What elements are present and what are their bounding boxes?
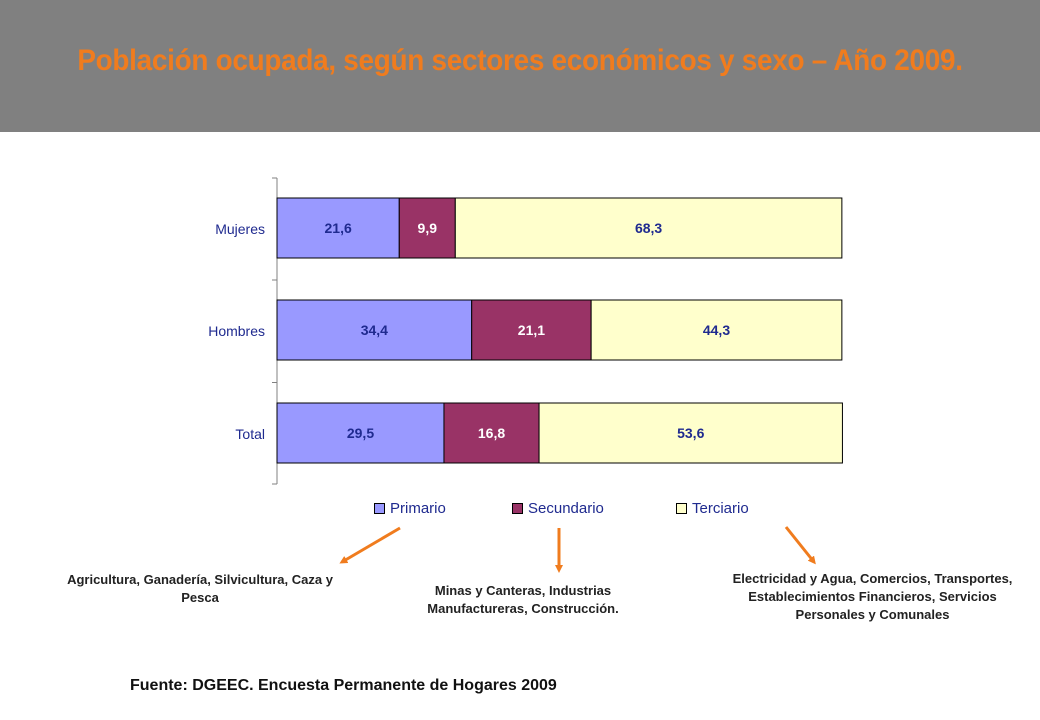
bar-segment-secundario (443, 402, 540, 464)
source-note: Fuente: DGEEC. Encuesta Permanente de Ho… (130, 677, 557, 694)
bar-segment-primario (276, 402, 445, 464)
desc-terciario: Electricidad y Agua, Comercios, Transpor… (732, 571, 1013, 622)
legend-swatch-terciario (676, 502, 687, 514)
bar-segment-primario (276, 299, 473, 361)
legend-primario: Primario (374, 498, 446, 518)
legend-label-primario: Primario (390, 499, 446, 517)
data-label: 21,1 (518, 322, 545, 338)
desc-secundario: Minas y Canteras, Industrias Manufacture… (427, 583, 619, 616)
bar-segment-terciario (590, 299, 843, 361)
legend-swatch-secundario (512, 502, 523, 514)
data-label: 34,4 (361, 322, 388, 338)
bar-segment-terciario (538, 402, 843, 464)
data-label: 68,3 (635, 220, 662, 236)
data-label: 44,3 (703, 322, 730, 338)
data-label: 9,9 (418, 220, 438, 236)
legend-secundario: Secundario (512, 498, 604, 518)
arrow-primario (339, 526, 401, 564)
category-label: Total (235, 426, 265, 442)
bar-segment-secundario (398, 197, 456, 259)
legend-swatch-primario (374, 502, 385, 514)
desc-primario: Agricultura, Ganadería, Silvicultura, Ca… (67, 572, 333, 605)
legend-terciario: Terciario (676, 498, 749, 518)
bar-segment-primario (276, 197, 400, 259)
bar-segment-secundario (471, 299, 592, 361)
data-label: 29,5 (347, 425, 374, 441)
legend-label-secundario: Secundario (528, 499, 604, 517)
arrow-terciario (784, 526, 816, 565)
data-label: 21,6 (325, 220, 352, 236)
category-label: Hombres (208, 323, 265, 339)
page-title: Población ocupada, según sectores económ… (77, 44, 963, 77)
data-label: 16,8 (478, 425, 505, 441)
header-band (0, 0, 1040, 132)
legend-label-terciario: Terciario (692, 499, 749, 517)
data-label: 53,6 (677, 425, 704, 441)
bar-segment-terciario (454, 197, 843, 259)
category-label: Mujeres (215, 221, 265, 237)
